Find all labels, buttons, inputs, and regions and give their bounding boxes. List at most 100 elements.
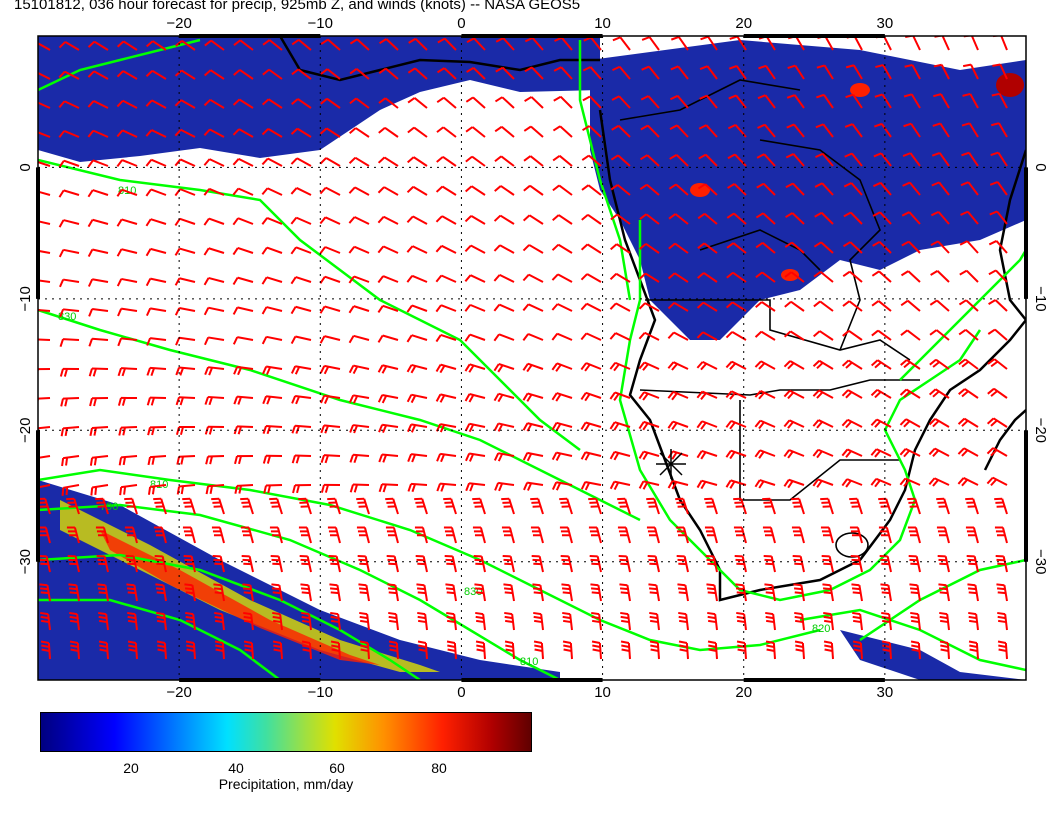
wind-barb [678,611,689,631]
wind-barb-flag [939,640,949,645]
wind-barb-flag [842,300,850,307]
wind-barb-staff [468,482,486,486]
wind-barb-flag [612,36,621,42]
wind-barb [349,424,370,434]
wind-barb-flag [735,587,745,591]
wind-barb [551,451,573,461]
wind-barb-flag [40,615,49,620]
wind-barb [406,274,428,283]
wind-barb-flag [648,583,657,587]
wind-barb [414,497,428,515]
wind-barb [174,69,196,80]
wind-barb-staff [268,98,283,109]
wind-barb-staff [179,247,196,254]
wind-barb-staff [882,36,892,51]
wind-barb-staff [527,481,544,486]
wind-barb-flag [725,301,734,309]
wind-barb [116,277,138,287]
wind-barb-flag [504,611,513,616]
wind-barb-flag [155,587,165,591]
wind-barb [700,36,718,51]
wind-barb-flag [700,481,707,490]
wind-barb-staff [586,243,602,254]
wind-barb-flag [815,152,824,159]
wind-barb [377,215,399,225]
wind-barb-flag [389,619,398,624]
wind-barb-flag [882,644,891,649]
wind-barb [493,392,515,403]
wind-barb-staff [208,336,225,341]
wind-barb-staff [324,364,341,370]
wind-barb-flag [928,477,936,485]
wind-barb [638,272,660,283]
wind-barb [726,212,747,225]
wind-barb-flag [378,127,386,134]
wind-barb-staff [852,94,863,109]
wind-barb-staff [910,93,921,109]
wind-barb [842,270,863,283]
wind-barb-staff [527,362,544,370]
wind-barb-flag [89,427,94,437]
wind-barb-flag [98,611,107,616]
wind-barb-flag [960,210,969,216]
wind-barb-flag [465,482,471,492]
wind-barb [668,213,689,225]
wind-barb-flag [881,611,890,616]
wind-barb-flag [754,390,762,398]
wind-barb [146,40,167,51]
wind-barb-staff [906,359,921,370]
wind-barb-flag [292,484,296,494]
wind-barb [822,583,834,602]
wind-barb [928,447,950,457]
wind-barb-flag [992,63,1001,67]
wind-barb-staff [354,216,370,225]
wind-barb-flag [968,611,977,616]
wind-barb-flag [930,240,939,247]
wind-barb-staff [356,38,370,51]
wind-barb [349,97,370,109]
wind-barb [754,419,776,430]
wind-barb [816,93,834,109]
wind-barb-flag [493,333,500,342]
wind-barb-flag [728,94,737,100]
wind-barb-flag [233,39,241,46]
wind-barb-staff [905,447,921,457]
wind-barb [813,330,834,341]
wind-barb-flag [290,216,298,225]
wind-barb [40,611,51,631]
colorbar-tick-label: 20 [123,760,139,776]
wind-barb-flag [845,480,852,488]
wind-barb-flag [899,448,907,456]
wind-barb-staff [905,418,921,428]
wind-barb [928,477,950,487]
wind-barb-staff [850,182,863,196]
wind-barb-flag [758,480,765,489]
wind-barb-staff [644,272,660,283]
wind-barb-flag [99,619,108,624]
wind-barb-staff [527,451,544,457]
wind-barb-flag [526,394,533,402]
wind-barb-flag [551,392,558,401]
wind-barb-staff [851,123,863,138]
wind-barb-staff [325,186,341,196]
wind-barb-flag [816,421,823,429]
wind-barb [319,335,341,344]
wind-barb-flag [815,123,824,129]
wind-barb-flag [70,644,79,649]
wind-barb-staff [876,388,892,399]
wind-barb-staff [673,301,689,312]
wind-barb-flag [899,388,908,396]
wind-barb-staff [352,424,370,428]
wind-barb-flag [145,188,152,197]
wind-barb [932,122,950,138]
wind-barb-flag [667,420,674,429]
wind-barb [551,421,573,432]
wind-barb-flag [377,216,385,224]
wind-barb [820,497,834,515]
wind-barb-flag [841,419,849,427]
wind-barb [610,154,631,167]
wind-barb-staff [735,65,747,80]
wind-barb-flag [990,122,1000,127]
wind-barb [639,213,660,225]
wind-barb-flag [475,611,484,616]
